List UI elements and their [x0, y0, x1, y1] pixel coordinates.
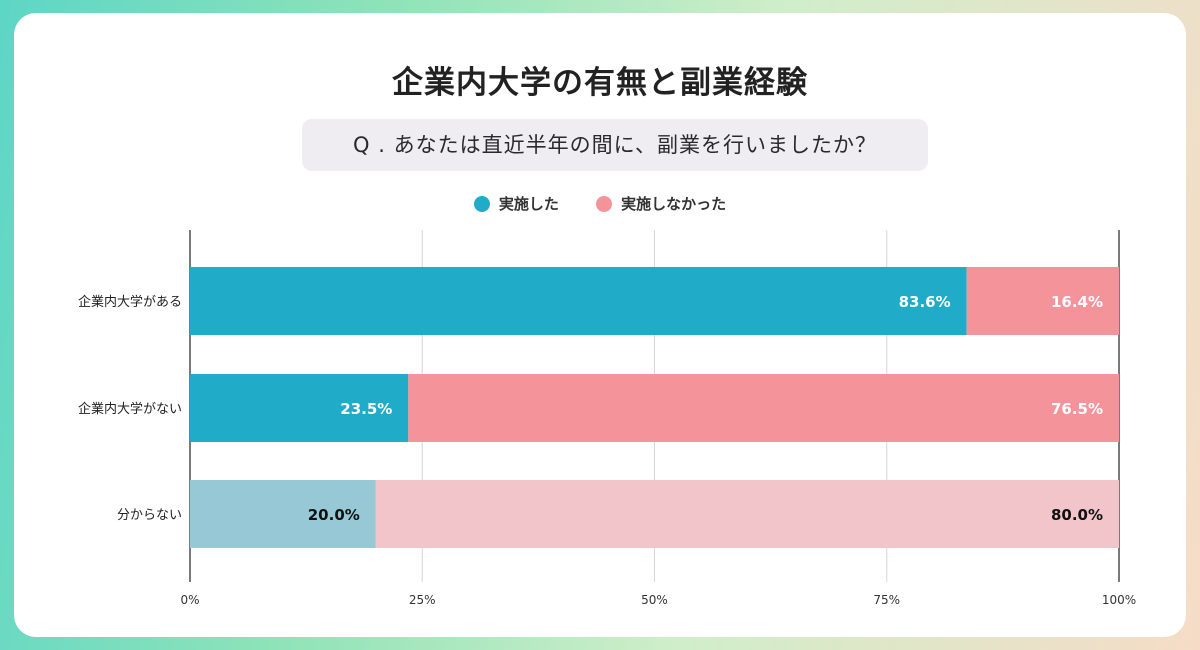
x-tick-label: 25% — [409, 593, 436, 607]
chart-title: 企業内大学の有無と副業経験 — [392, 65, 808, 101]
x-tick-label: 0% — [180, 593, 199, 607]
bar-segment-done — [190, 480, 376, 548]
category-label: 企業内大学がない — [78, 401, 182, 417]
x-tick-label: 75% — [873, 593, 900, 607]
bar-segment-not-done — [966, 267, 1119, 335]
data-label-not-done: 80.0% — [1051, 506, 1103, 524]
legend: 実施した 実施しなかった — [14, 193, 1186, 216]
data-label-done: 23.5% — [340, 400, 392, 418]
data-label-done: 83.6% — [899, 293, 951, 311]
legend-label-done: 実施した — [498, 195, 559, 213]
category-label: 企業内大学がある — [78, 294, 182, 310]
data-label-not-done: 76.5% — [1051, 400, 1103, 418]
legend-item-not-done[interactable]: 実施しなかった — [596, 193, 726, 214]
legend-swatch-not-done — [596, 195, 613, 212]
x-tick-label: 100% — [1102, 593, 1136, 607]
x-tick-label: 50% — [641, 593, 668, 607]
bar-segment-not-done — [375, 480, 1119, 548]
legend-label-not-done: 実施しなかった — [621, 195, 727, 213]
question-box: Q . あなたは直近半年の間に、副業を行いましたか？ — [302, 119, 928, 171]
bar-segment-done — [190, 374, 409, 442]
legend-swatch-done — [473, 195, 490, 212]
category-label: 分からない — [117, 508, 182, 523]
legend-item-done[interactable]: 実施した — [473, 193, 559, 214]
bar-segment-not-done — [408, 374, 1119, 442]
data-label-not-done: 16.4% — [1051, 293, 1103, 311]
data-label-done: 20.0% — [308, 506, 360, 524]
bar-segment-done — [190, 267, 967, 335]
